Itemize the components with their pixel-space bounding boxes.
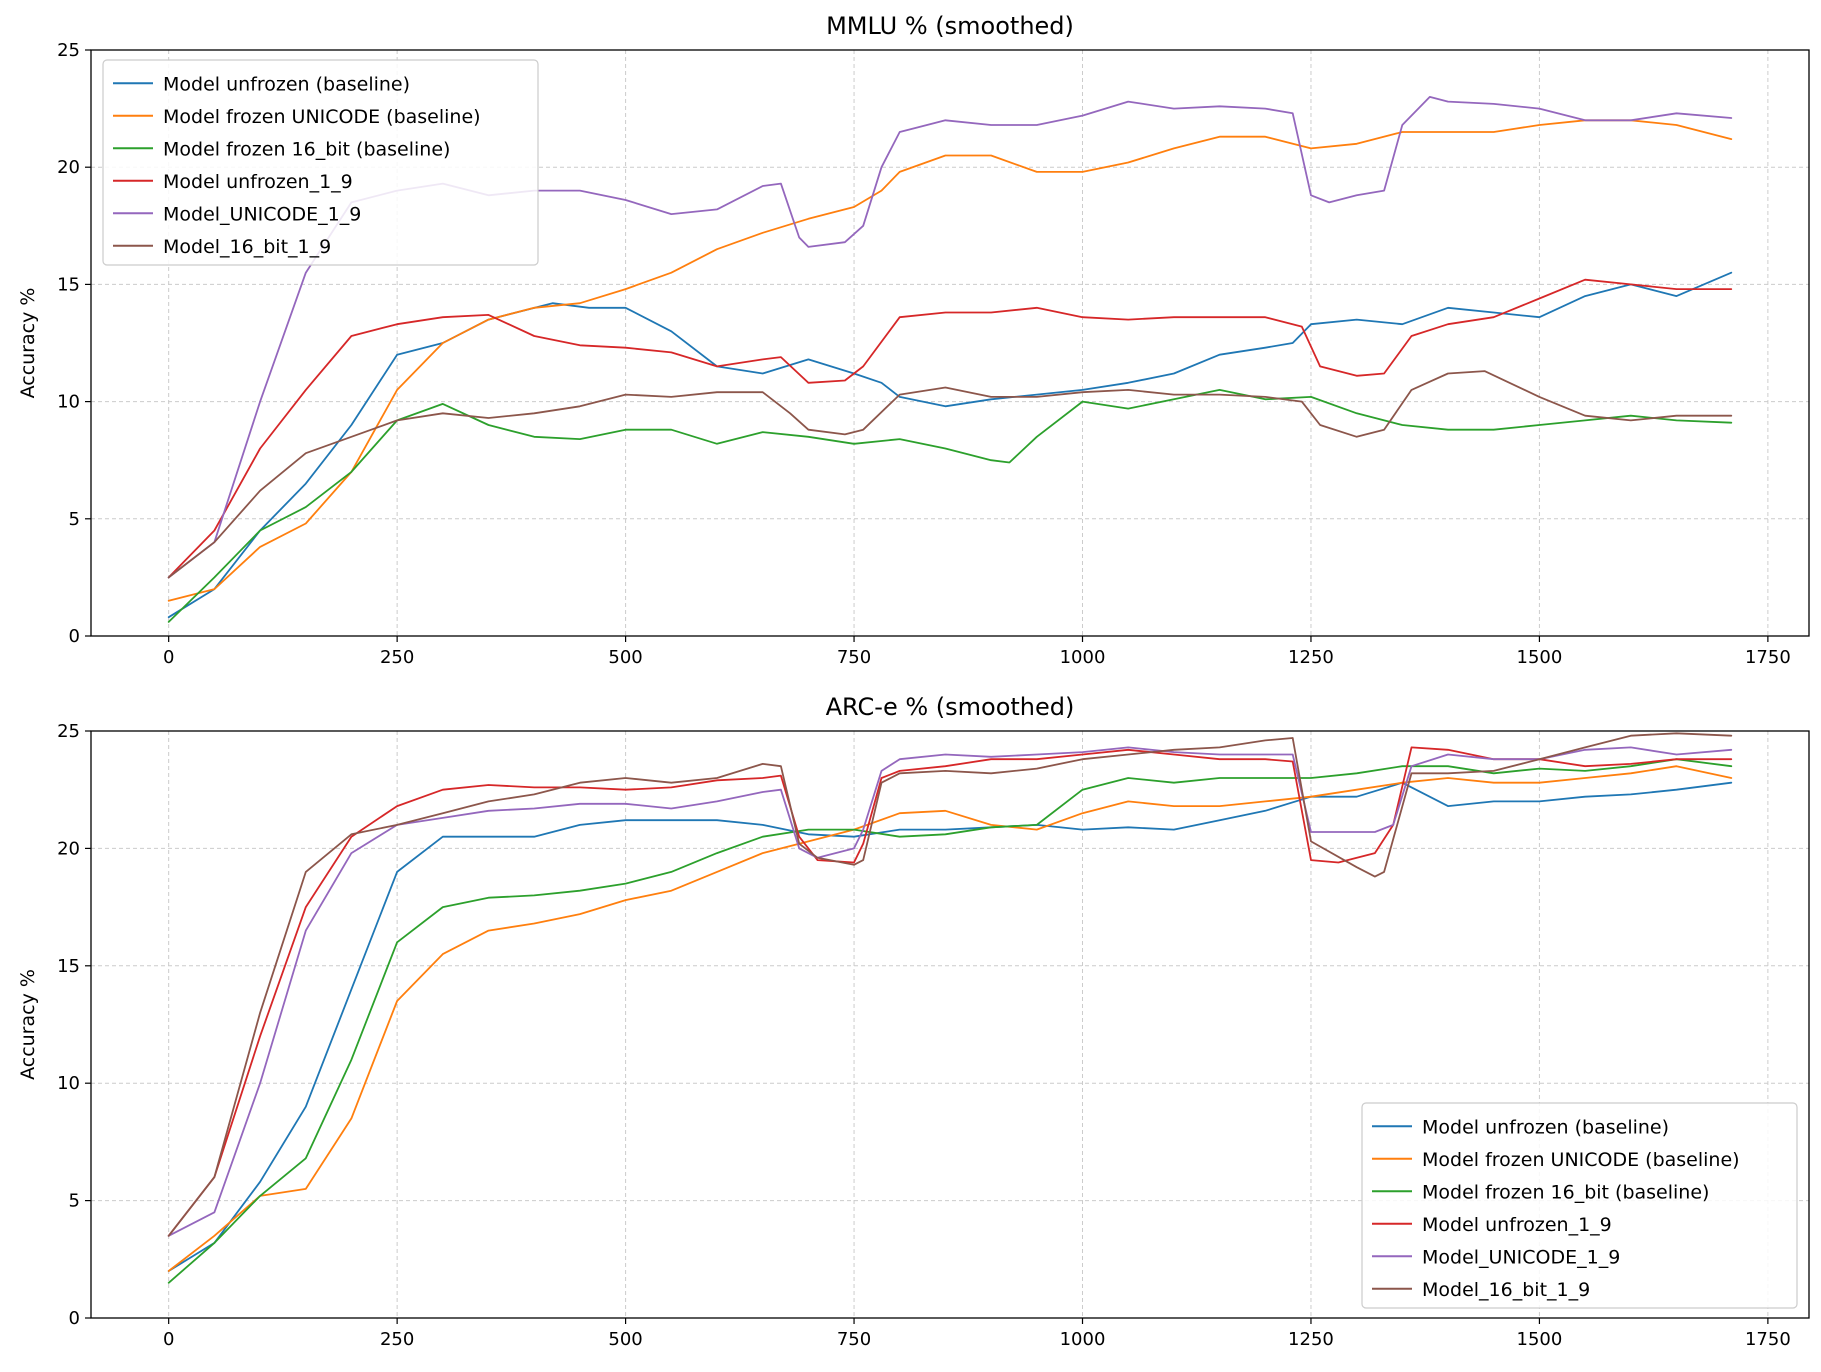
plot-frame bbox=[90, 49, 1810, 637]
series-line bbox=[167, 746, 1733, 1237]
legend-entry: Model unfrozen_1_9 bbox=[163, 171, 353, 193]
y-tick-label: 25 bbox=[57, 40, 80, 61]
x-tick-label: 500 bbox=[608, 647, 642, 668]
y-tick-label: 5 bbox=[69, 509, 80, 530]
y-tick-label: 10 bbox=[57, 1073, 80, 1094]
x-tick-label: 750 bbox=[837, 1329, 871, 1350]
legend: Model unfrozen (baseline) Model frozen UN… bbox=[1361, 1102, 1798, 1309]
mmlu-chart: MMLU % (smoothed) 0 250 500 750 1000 1250 1500… bbox=[17, 12, 1810, 668]
series-line bbox=[167, 119, 1733, 602]
x-tick-label: 0 bbox=[163, 1329, 174, 1350]
legend-entry: Model_UNICODE_1_9 bbox=[1422, 1246, 1620, 1268]
series-line bbox=[167, 781, 1733, 1272]
x-tick-label: 1750 bbox=[1745, 647, 1791, 668]
chart-title: ARC-e % (smoothed) bbox=[826, 693, 1075, 721]
series-line bbox=[167, 278, 1733, 579]
legend-entry: Model frozen UNICODE (baseline) bbox=[163, 106, 481, 128]
chart-title: MMLU % (smoothed) bbox=[826, 12, 1074, 40]
x-tick-label: 1750 bbox=[1745, 1329, 1791, 1350]
x-tick-label: 500 bbox=[608, 1329, 642, 1350]
plot-frame bbox=[90, 730, 1810, 1319]
y-axis-label: Accuracy % bbox=[17, 969, 39, 1080]
x-tick-label: 750 bbox=[837, 647, 871, 668]
x-tick-label: 250 bbox=[380, 647, 414, 668]
x-tick-label: 250 bbox=[380, 1329, 414, 1350]
legend-frame bbox=[1361, 1102, 1798, 1309]
x-tick-label: 1250 bbox=[1288, 1329, 1334, 1350]
legend-entry: Model unfrozen (baseline) bbox=[1422, 1116, 1669, 1138]
y-tick-label: 5 bbox=[69, 1191, 80, 1212]
y-tick-label: 20 bbox=[57, 157, 80, 178]
legend-entry: Model frozen UNICODE (baseline) bbox=[1422, 1149, 1740, 1171]
x-tick-label: 0 bbox=[163, 647, 174, 668]
y-tick-label: 20 bbox=[57, 838, 80, 859]
legend-entry: Model_UNICODE_1_9 bbox=[163, 203, 361, 225]
series-line bbox=[167, 271, 1733, 619]
series-line bbox=[167, 370, 1733, 579]
series-line bbox=[167, 732, 1733, 1237]
series-line bbox=[167, 765, 1733, 1272]
y-tick-label: 15 bbox=[57, 956, 80, 977]
y-tick-label: 10 bbox=[57, 392, 80, 413]
arc-e-chart: ARC-e % (smoothed) 0 250 500 750 1000 1250 150… bbox=[17, 693, 1810, 1350]
x-tick-label: 1000 bbox=[1060, 647, 1106, 668]
series-line bbox=[167, 746, 1733, 1237]
x-tick-label: 1500 bbox=[1517, 1329, 1563, 1350]
legend-entry: Model unfrozen_1_9 bbox=[1422, 1214, 1612, 1236]
x-tick-label: 1250 bbox=[1288, 647, 1334, 668]
series-line bbox=[167, 388, 1733, 623]
y-tick-label: 0 bbox=[69, 1308, 80, 1329]
series-line bbox=[167, 758, 1733, 1284]
x-tick-label: 1500 bbox=[1517, 647, 1563, 668]
legend-entry: Model frozen 16_bit (baseline) bbox=[1422, 1181, 1709, 1203]
y-tick-label: 0 bbox=[69, 626, 80, 647]
legend-entry: Model_16_bit_1_9 bbox=[1422, 1279, 1590, 1301]
y-tick-label: 25 bbox=[57, 721, 80, 742]
legend: Model unfrozen (baseline) Model frozen UN… bbox=[102, 59, 539, 266]
legend-entry: Model_16_bit_1_9 bbox=[163, 236, 331, 258]
legend-entry: Model frozen 16_bit (baseline) bbox=[163, 138, 450, 160]
y-tick-label: 15 bbox=[57, 274, 80, 295]
x-tick-label: 1000 bbox=[1060, 1329, 1106, 1350]
legend-frame bbox=[102, 59, 539, 266]
y-axis-label: Accuracy % bbox=[17, 288, 39, 399]
legend-entry: Model unfrozen (baseline) bbox=[163, 73, 410, 95]
